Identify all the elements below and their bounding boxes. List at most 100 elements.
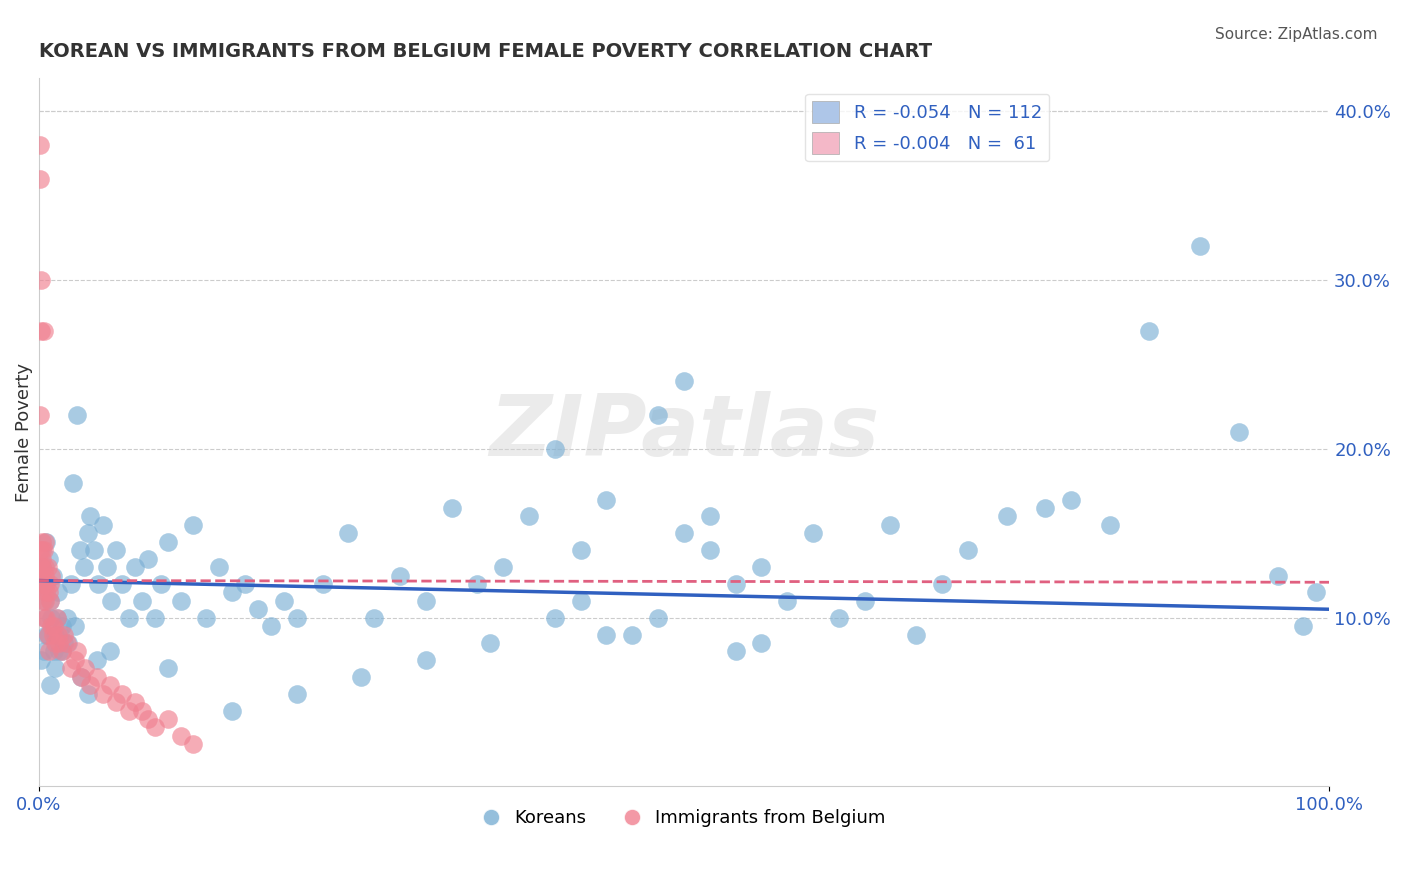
Point <box>59 577 82 591</box>
Point <box>32 610 55 624</box>
Point <box>48 636 70 650</box>
Point <box>31 551 53 566</box>
Point <box>724 644 747 658</box>
Point <box>956 543 979 558</box>
Point <box>42 627 65 641</box>
Point <box>39 594 62 608</box>
Point <box>44 661 66 675</box>
Point <box>1189 239 1212 253</box>
Point <box>86 653 108 667</box>
Point <box>569 594 592 608</box>
Point <box>51 619 73 633</box>
Point <box>69 543 91 558</box>
Point <box>169 594 191 608</box>
Point <box>38 551 60 566</box>
Point <box>1060 492 1083 507</box>
Point <box>35 627 58 641</box>
Point <box>73 560 96 574</box>
Point <box>42 568 65 582</box>
Point <box>83 543 105 558</box>
Point <box>156 534 179 549</box>
Point <box>34 560 56 574</box>
Legend: Koreans, Immigrants from Belgium: Koreans, Immigrants from Belgium <box>475 802 893 834</box>
Point <box>363 610 385 624</box>
Point <box>37 627 59 641</box>
Point <box>42 644 65 658</box>
Point <box>169 729 191 743</box>
Point <box>467 577 489 591</box>
Point <box>30 324 52 338</box>
Point <box>37 560 59 574</box>
Point <box>1305 585 1327 599</box>
Point <box>183 517 205 532</box>
Point <box>41 610 63 624</box>
Point <box>492 560 515 574</box>
Point <box>34 534 56 549</box>
Point <box>51 644 73 658</box>
Point <box>56 636 79 650</box>
Point <box>415 653 437 667</box>
Point <box>32 543 55 558</box>
Point <box>66 644 89 658</box>
Point <box>699 543 721 558</box>
Point <box>32 644 55 658</box>
Point <box>86 670 108 684</box>
Point <box>37 627 59 641</box>
Point <box>479 636 502 650</box>
Point <box>44 636 66 650</box>
Point <box>1267 568 1289 582</box>
Point <box>156 661 179 675</box>
Point <box>59 661 82 675</box>
Point <box>1098 517 1121 532</box>
Point <box>28 408 51 422</box>
Point <box>35 577 58 591</box>
Point <box>801 526 824 541</box>
Point <box>31 560 53 574</box>
Point <box>91 687 114 701</box>
Point <box>38 644 60 658</box>
Point <box>35 585 58 599</box>
Point <box>517 509 540 524</box>
Point <box>724 577 747 591</box>
Point <box>156 712 179 726</box>
Point <box>853 594 876 608</box>
Point <box>440 500 463 515</box>
Point <box>98 644 121 658</box>
Text: KOREAN VS IMMIGRANTS FROM BELGIUM FEMALE POVERTY CORRELATION CHART: KOREAN VS IMMIGRANTS FROM BELGIUM FEMALE… <box>38 42 932 61</box>
Point <box>63 619 86 633</box>
Point <box>879 517 901 532</box>
Point <box>931 577 953 591</box>
Point <box>105 695 128 709</box>
Point <box>124 695 146 709</box>
Point <box>96 560 118 574</box>
Point <box>337 526 360 541</box>
Point <box>63 653 86 667</box>
Point <box>98 678 121 692</box>
Point <box>30 577 52 591</box>
Point <box>58 636 80 650</box>
Point <box>569 543 592 558</box>
Point <box>30 653 52 667</box>
Point <box>53 636 76 650</box>
Point <box>195 610 218 624</box>
Point <box>30 577 52 591</box>
Point <box>260 619 283 633</box>
Point <box>38 585 60 599</box>
Point <box>28 172 51 186</box>
Point <box>150 577 173 591</box>
Point <box>91 517 114 532</box>
Point <box>273 594 295 608</box>
Y-axis label: Female Poverty: Female Poverty <box>15 362 32 501</box>
Point <box>751 636 773 650</box>
Point <box>136 712 159 726</box>
Point <box>46 585 69 599</box>
Point <box>131 704 153 718</box>
Point <box>118 704 141 718</box>
Point <box>32 577 55 591</box>
Point <box>70 670 93 684</box>
Point <box>285 687 308 701</box>
Point <box>35 534 58 549</box>
Point <box>45 610 67 624</box>
Point <box>39 594 62 608</box>
Point <box>672 375 695 389</box>
